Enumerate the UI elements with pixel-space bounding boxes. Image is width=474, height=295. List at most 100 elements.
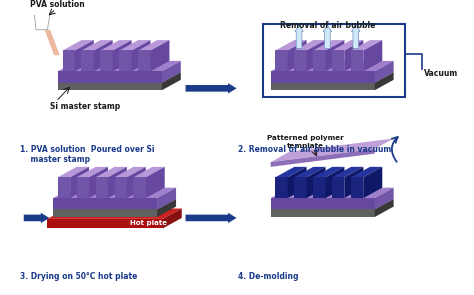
Polygon shape (96, 177, 108, 198)
Polygon shape (288, 167, 307, 198)
Polygon shape (345, 40, 364, 71)
Text: Removal of air bubble: Removal of air bubble (280, 21, 375, 30)
FancyArrow shape (295, 25, 303, 49)
Polygon shape (132, 40, 151, 71)
Polygon shape (271, 209, 375, 217)
Text: 3. Drying on 50°C hot plate: 3. Drying on 50°C hot plate (20, 272, 137, 281)
Polygon shape (58, 83, 162, 90)
Polygon shape (271, 199, 393, 209)
Polygon shape (271, 138, 393, 162)
FancyArrow shape (323, 25, 332, 49)
Polygon shape (326, 167, 345, 198)
Polygon shape (77, 177, 89, 198)
Polygon shape (82, 50, 94, 71)
Polygon shape (96, 167, 127, 177)
Polygon shape (63, 50, 75, 71)
Polygon shape (53, 188, 176, 198)
Text: Si master stamp: Si master stamp (50, 101, 120, 111)
Polygon shape (345, 167, 364, 198)
Polygon shape (307, 40, 326, 71)
Polygon shape (351, 167, 383, 177)
Polygon shape (271, 188, 393, 198)
Polygon shape (313, 40, 345, 50)
Polygon shape (47, 209, 182, 219)
Polygon shape (275, 177, 288, 198)
Polygon shape (108, 167, 127, 198)
Polygon shape (375, 72, 393, 90)
Polygon shape (275, 40, 307, 50)
Polygon shape (151, 40, 169, 71)
Polygon shape (94, 40, 113, 71)
Polygon shape (275, 167, 307, 177)
Polygon shape (100, 50, 113, 71)
Text: 1. PVA solution  Poured over Si
    master stamp: 1. PVA solution Poured over Si master st… (20, 145, 155, 165)
Polygon shape (294, 167, 326, 177)
Polygon shape (157, 188, 176, 209)
Polygon shape (34, 13, 50, 30)
Polygon shape (45, 30, 60, 55)
Polygon shape (53, 209, 157, 217)
Polygon shape (351, 50, 364, 71)
Polygon shape (271, 149, 375, 167)
Polygon shape (332, 50, 345, 71)
Polygon shape (288, 40, 307, 71)
Polygon shape (58, 71, 162, 83)
Polygon shape (53, 199, 176, 209)
Polygon shape (58, 167, 89, 177)
Polygon shape (313, 177, 326, 198)
Polygon shape (294, 177, 307, 198)
Polygon shape (332, 40, 364, 50)
Polygon shape (271, 61, 393, 71)
Polygon shape (162, 61, 181, 83)
Polygon shape (89, 167, 108, 198)
Polygon shape (115, 167, 146, 177)
Polygon shape (271, 83, 375, 90)
Polygon shape (58, 61, 181, 71)
Text: PVA solution: PVA solution (30, 0, 85, 9)
Polygon shape (77, 167, 108, 177)
Polygon shape (53, 198, 157, 209)
Polygon shape (58, 177, 70, 198)
Polygon shape (271, 198, 375, 209)
Polygon shape (332, 177, 345, 198)
FancyArrow shape (185, 213, 237, 223)
Polygon shape (375, 199, 393, 217)
Polygon shape (100, 40, 132, 50)
Polygon shape (157, 199, 176, 217)
Polygon shape (364, 167, 383, 198)
Polygon shape (364, 40, 383, 71)
Text: Vacuum: Vacuum (424, 69, 458, 78)
Polygon shape (47, 219, 163, 228)
Polygon shape (271, 71, 375, 83)
Polygon shape (271, 72, 393, 83)
Polygon shape (294, 40, 326, 50)
Polygon shape (313, 167, 345, 177)
Polygon shape (134, 167, 164, 177)
Text: Patterned polymer: Patterned polymer (267, 135, 344, 141)
Polygon shape (162, 72, 181, 90)
Text: 4. De-molding: 4. De-molding (237, 272, 298, 281)
Polygon shape (275, 50, 288, 71)
Polygon shape (375, 188, 393, 209)
Polygon shape (313, 50, 326, 71)
Polygon shape (375, 61, 393, 83)
Polygon shape (351, 177, 364, 198)
Polygon shape (115, 177, 127, 198)
Text: template: template (287, 143, 324, 149)
Polygon shape (351, 40, 383, 50)
Bar (263, 24, 405, 97)
Polygon shape (134, 177, 146, 198)
Polygon shape (146, 167, 164, 198)
Polygon shape (138, 50, 151, 71)
Polygon shape (326, 40, 345, 71)
Polygon shape (119, 40, 151, 50)
Polygon shape (332, 167, 364, 177)
Polygon shape (127, 167, 146, 198)
Polygon shape (138, 40, 169, 50)
Polygon shape (82, 40, 113, 50)
FancyArrow shape (185, 83, 237, 94)
Polygon shape (163, 209, 182, 228)
Polygon shape (294, 50, 307, 71)
Polygon shape (70, 167, 89, 198)
FancyArrow shape (352, 25, 360, 49)
